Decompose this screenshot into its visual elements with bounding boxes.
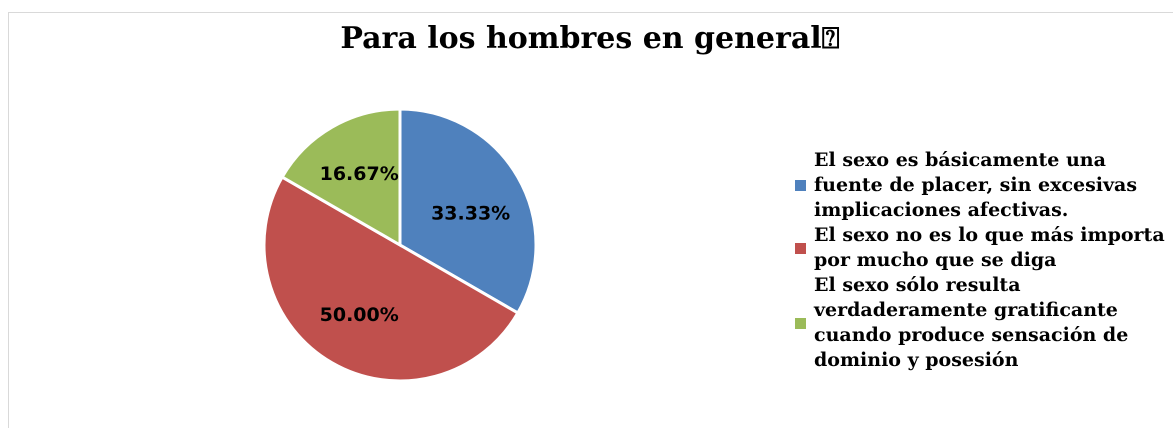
legend-label: El sexo sólo resulta verdaderamente grat… bbox=[814, 274, 1129, 371]
data-label: 33.33% bbox=[431, 203, 510, 225]
legend-entry: El sexo no es lo que más importa por muc… bbox=[795, 223, 1165, 273]
data-label: 16.67% bbox=[320, 163, 399, 185]
legend-swatch bbox=[795, 180, 806, 191]
legend-entry: El sexo es básicamente una fuente de pla… bbox=[795, 148, 1165, 223]
legend-swatch bbox=[795, 317, 806, 329]
chart-title: Para los hombres en general⍰ bbox=[340, 21, 839, 56]
legend-entry: El sexo sólo resulta verdaderamente grat… bbox=[795, 273, 1165, 373]
legend-label: El sexo no es lo que más importa por muc… bbox=[814, 224, 1165, 271]
legend: El sexo es básicamente una fuente de pla… bbox=[795, 148, 1165, 373]
pie-slice bbox=[398, 107, 538, 316]
chart-border bbox=[8, 12, 1173, 428]
pie-slice bbox=[280, 107, 402, 248]
data-label: 50.00% bbox=[320, 304, 399, 326]
legend-label: El sexo es básicamente una fuente de pla… bbox=[814, 149, 1138, 221]
legend-swatch bbox=[795, 242, 806, 254]
pie-slice bbox=[262, 174, 520, 383]
